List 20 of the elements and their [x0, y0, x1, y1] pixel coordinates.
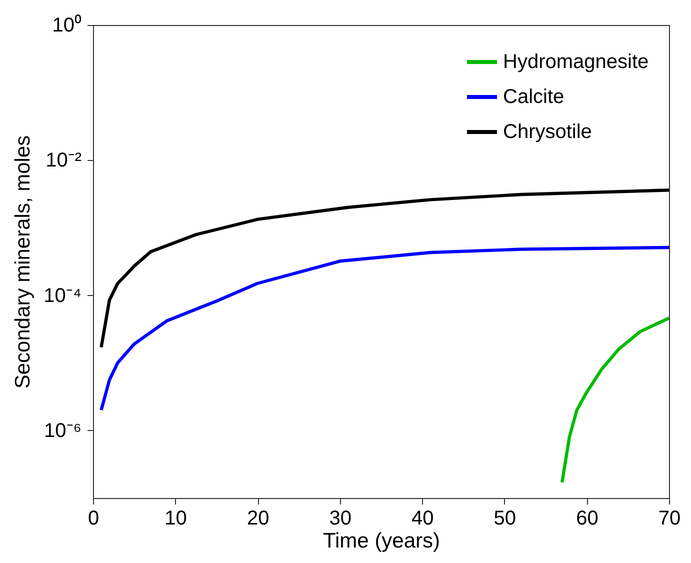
y-tick-label: 10⁰ — [52, 14, 82, 36]
x-axis-title: Time (years) — [322, 530, 440, 552]
y-tick-label: 10⁻⁶ — [44, 420, 82, 442]
x-tick-label: 70 — [658, 508, 681, 530]
line-series — [560, 316, 669, 484]
x-tick-label: 10 — [164, 508, 187, 530]
legend-label: Calcite — [503, 86, 564, 108]
line-series — [100, 188, 669, 349]
x-tick-label: 30 — [329, 508, 352, 530]
legend-label: Hydromagnesite — [503, 51, 649, 73]
x-tick-label: 20 — [246, 508, 270, 530]
x-tick-label: 50 — [494, 508, 516, 530]
x-tick-label: 60 — [576, 508, 598, 530]
y-axis-title: Secondary minerals, moles — [12, 135, 35, 389]
y-tick-label: 10⁻⁴ — [44, 284, 82, 307]
y-tick-label: 10⁻² — [46, 150, 82, 172]
legend-label: Chrysotile — [503, 121, 592, 143]
line-series — [100, 246, 669, 412]
x-tick-label: 0 — [88, 508, 100, 530]
x-tick-label: 40 — [412, 508, 434, 530]
